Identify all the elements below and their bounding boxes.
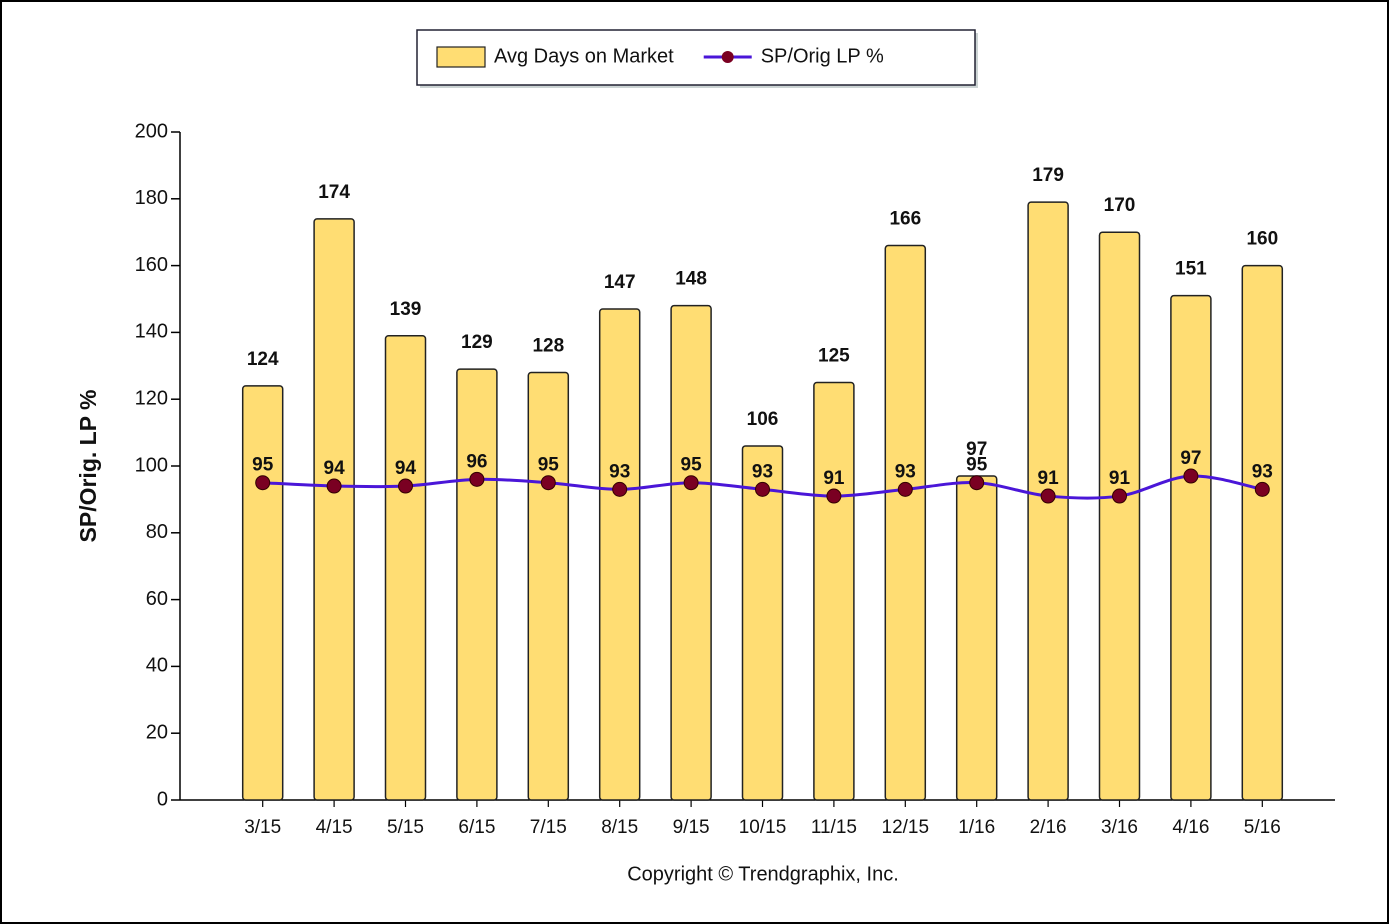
y-tick-label: 160 [135,254,168,276]
line-marker [826,488,842,504]
line-value-label: 96 [466,451,487,472]
x-tick-label: 5/15 [387,817,424,838]
legend-swatch [436,46,486,68]
x-tick-label: 8/15 [601,817,638,838]
bar-value-label: 128 [532,335,564,356]
y-tick-label: 80 [146,521,168,543]
bar [813,381,855,801]
bar [456,368,498,801]
bar-value-label: 147 [604,272,636,293]
line-marker [326,478,342,494]
x-tick-label: 1/16 [958,817,995,838]
bar-value-label: 174 [318,182,350,203]
bar-value-label: 148 [675,269,707,290]
line-value-label: 95 [681,455,703,476]
y-tick-label: 140 [135,321,168,343]
y-tick-label: 100 [135,454,168,476]
x-tick-label: 11/15 [811,817,857,838]
bar-value-label: 125 [818,346,850,367]
y-tick-label: 120 [135,387,168,409]
legend-marker [721,51,734,63]
line-value-label: 93 [752,461,773,482]
bar-value-label: 160 [1246,229,1278,250]
line-value-label: 94 [324,458,346,479]
line-marker [1183,468,1199,484]
line-value-label: 91 [823,468,845,489]
y-tick-label: 0 [157,788,168,810]
line-value-label: 95 [252,455,274,476]
legend-label: SP/Orig LP % [761,45,884,67]
line-value-label: 95 [966,455,988,476]
x-tick-label: 9/15 [673,817,710,838]
x-tick-label: 2/16 [1030,817,1067,838]
y-axis-title: SP/Orig. LP % [75,390,101,543]
bar-value-label: 166 [889,209,921,230]
bar-value-label: 129 [461,332,493,353]
y-tick-label: 180 [135,187,168,209]
bar [1241,264,1284,801]
x-tick-label: 10/15 [739,817,787,838]
line-marker [1040,488,1056,504]
legend-label: Avg Days on Market [494,45,674,67]
line-marker [897,481,913,497]
footer: Copyright © Trendgraphix, Inc. [627,863,899,885]
line-value-label: 97 [1180,448,1201,469]
x-tick-label: 4/16 [1172,817,1209,838]
line-marker [683,475,699,491]
y-tick-label: 20 [146,721,168,743]
x-tick-label: 3/16 [1101,817,1138,838]
bar [313,218,355,801]
line-marker [612,481,628,497]
x-tick-label: 6/15 [458,817,495,838]
x-tick-label: 7/15 [530,817,567,838]
line-marker [969,475,985,491]
bar-value-label: 179 [1032,165,1064,186]
bar-value-label: 139 [390,299,422,320]
y-tick-label: 40 [146,655,168,677]
x-tick-label: 5/16 [1244,817,1281,838]
bar [527,371,570,801]
bar-value-label: 106 [747,409,779,430]
line-value-label: 93 [609,461,630,482]
line-value-label: 93 [895,461,916,482]
x-tick-label: 4/15 [316,817,353,838]
x-tick-label: 3/15 [244,817,281,838]
legend [416,29,976,86]
line-value-label: 94 [395,458,417,479]
line-value-label: 95 [538,455,560,476]
line-marker [398,478,413,494]
line-value-label: 91 [1038,468,1060,489]
y-tick-label: 200 [135,120,168,142]
line-marker [755,481,770,497]
y-tick-label: 60 [146,588,168,610]
line-value-label: 93 [1252,461,1273,482]
bar [598,308,641,801]
bar-value-label: 124 [247,349,279,370]
bar-value-label: 170 [1104,195,1136,216]
line-marker [1112,488,1127,504]
line-marker [469,471,485,487]
bar [384,334,427,801]
bar [1170,294,1212,801]
bar [884,244,927,801]
bar [955,475,998,801]
line-marker [255,475,271,491]
bar [1098,231,1141,801]
bar [670,304,712,801]
bar-value-label: 97 [966,439,987,460]
bar [241,385,284,801]
line-marker [1254,481,1270,497]
x-tick-label: 12/15 [882,817,930,838]
line-marker [540,475,556,491]
line-value-label: 91 [1109,468,1131,489]
bar-value-label: 151 [1175,259,1207,280]
bar [741,445,784,801]
